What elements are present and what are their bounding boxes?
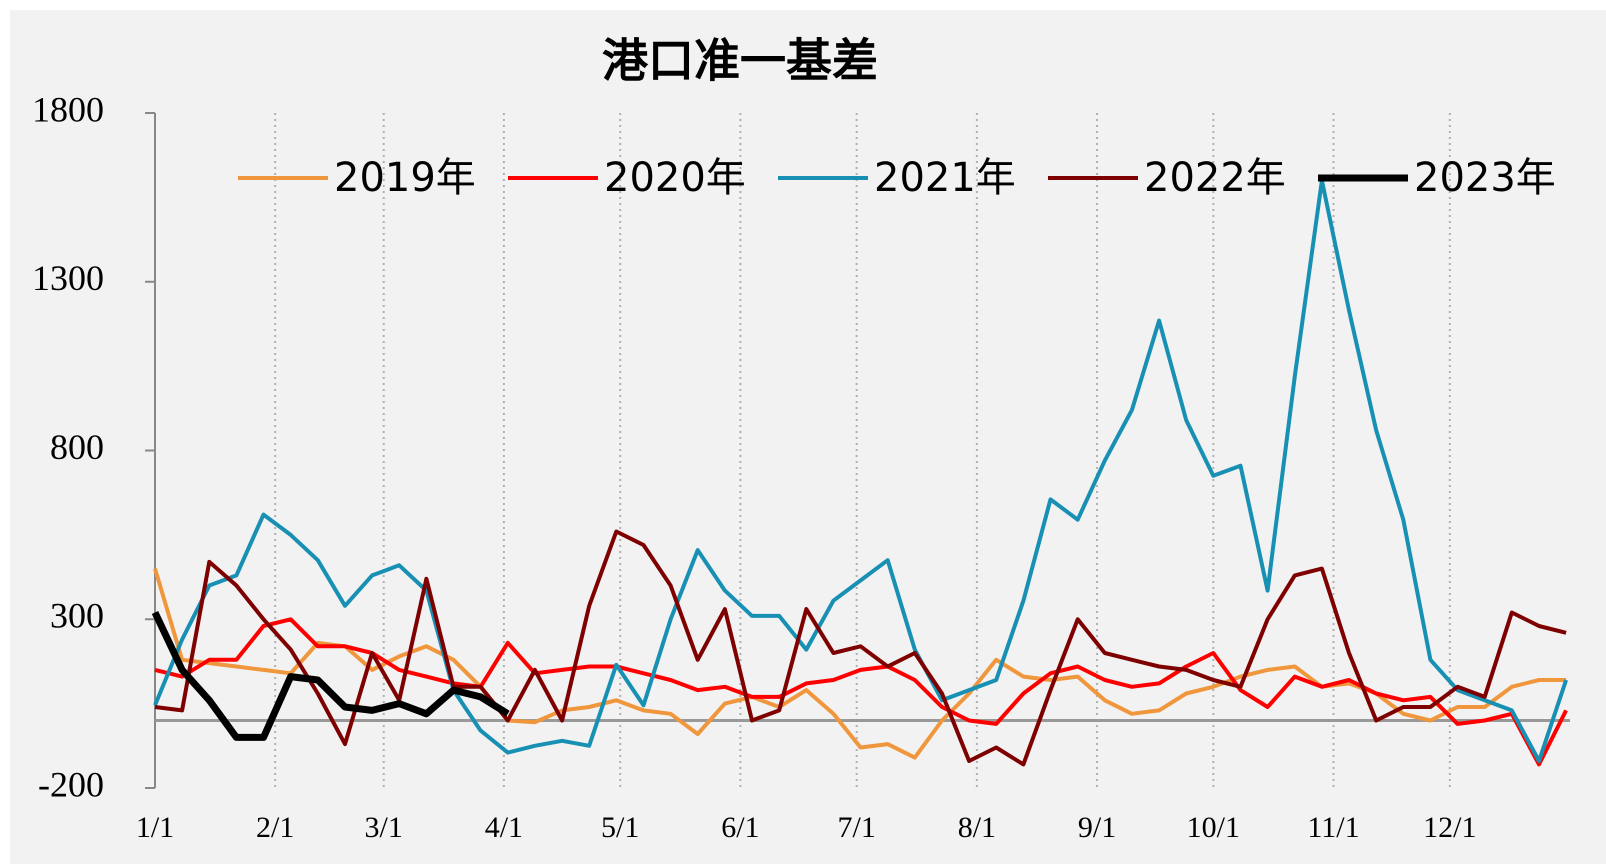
y-tick-label: 1800 [32, 89, 104, 129]
chart-title: 港口准一基差 [602, 36, 878, 87]
x-tick-label: 3/1 [365, 811, 403, 844]
y-tick-label: 1300 [32, 258, 104, 298]
x-tick-label: 12/1 [1423, 811, 1476, 844]
x-tick-label: 7/1 [838, 811, 876, 844]
legend-label: 2020年 [604, 155, 746, 201]
series-line [153, 178, 1568, 763]
x-tick-label: 4/1 [485, 811, 523, 844]
legend-label: 2023年 [1414, 155, 1556, 201]
x-tick-label: 6/1 [721, 811, 759, 844]
x-tick-label: 11/1 [1307, 811, 1359, 844]
legend-label: 2019年 [334, 155, 476, 201]
x-tick-label: 8/1 [958, 811, 996, 844]
x-tick-label: 10/1 [1187, 811, 1240, 844]
y-tick-label: 800 [50, 427, 104, 467]
x-tick-label: 9/1 [1078, 811, 1116, 844]
y-tick-label: -200 [38, 764, 104, 804]
x-tick-label: 2/1 [256, 811, 294, 844]
legend-label: 2021年 [874, 155, 1016, 201]
legend-label: 2022年 [1144, 155, 1286, 201]
series-line [154, 617, 1568, 767]
x-tick-label: 5/1 [601, 811, 639, 844]
x-tick-label: 1/1 [136, 811, 174, 844]
series-line [151, 611, 510, 741]
series-line [154, 529, 1567, 767]
y-tick-label: 300 [50, 596, 104, 636]
